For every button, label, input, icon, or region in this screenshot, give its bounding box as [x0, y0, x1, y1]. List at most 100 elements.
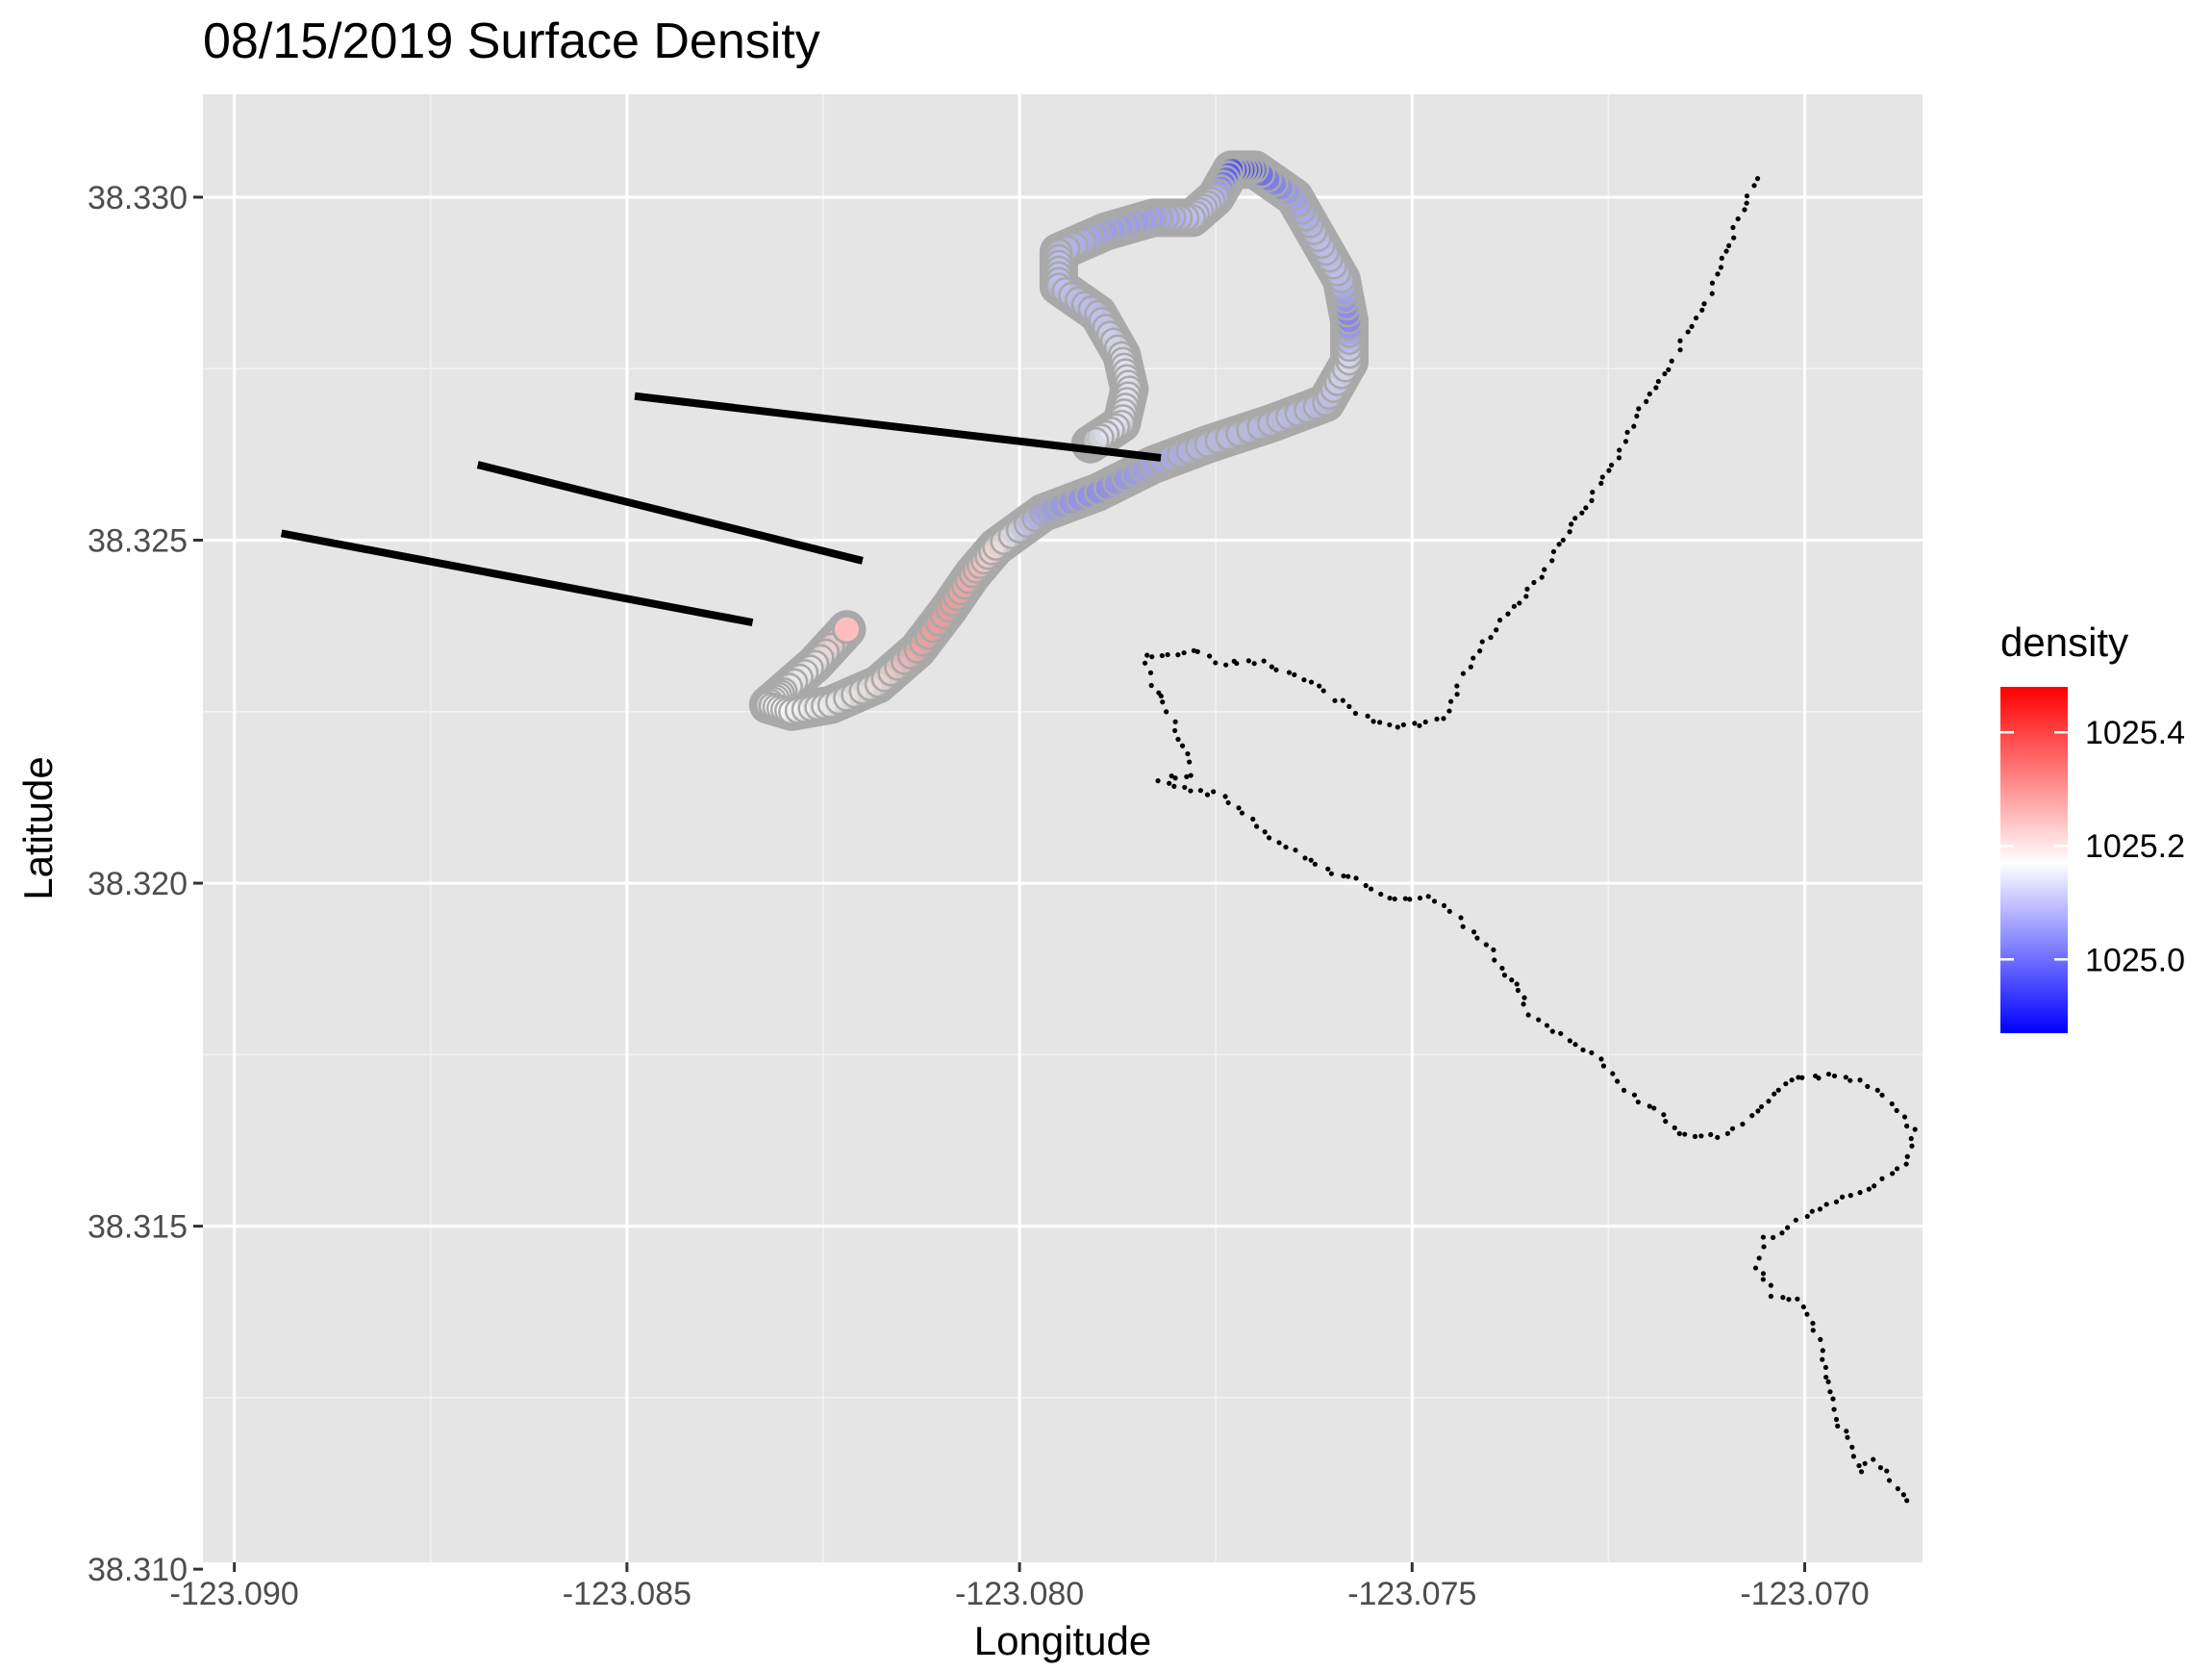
track-dot: [1820, 1348, 1825, 1354]
track-dot: [1325, 866, 1331, 872]
track-dot: [1550, 548, 1557, 555]
track-dot: [1194, 648, 1200, 654]
track-dot: [1823, 1374, 1829, 1380]
track-dot: [1894, 1166, 1900, 1172]
chart-title: 08/15/2019 Surface Density: [203, 13, 820, 69]
track-dot: [1636, 406, 1642, 412]
track-dot: [1730, 224, 1736, 231]
track-dot: [1164, 709, 1169, 715]
track-dot: [1144, 652, 1150, 658]
track-dot: [1850, 1454, 1856, 1459]
track-dot: [1877, 1465, 1884, 1471]
plot-panel: [203, 94, 1923, 1562]
track-dot: [1615, 1078, 1621, 1084]
track-dot: [1441, 902, 1447, 908]
track-dot: [1317, 683, 1322, 689]
track-dot: [1392, 896, 1397, 902]
track-dot: [1447, 698, 1454, 704]
track-dot: [1598, 480, 1604, 486]
track-dot: [1499, 965, 1505, 972]
track-dot: [1726, 242, 1732, 248]
track-dot: [1407, 897, 1413, 902]
y-tick-label: 38.320: [88, 866, 188, 902]
track-dot: [1653, 385, 1659, 391]
track-point: [1236, 417, 1264, 444]
track-dot: [1786, 1297, 1792, 1303]
track-dot: [1387, 722, 1393, 728]
track-dot: [1431, 899, 1438, 904]
track-dot: [1262, 829, 1268, 835]
track-dot: [1191, 647, 1196, 653]
track-dot: [1772, 1091, 1777, 1097]
track-point: [1335, 334, 1364, 363]
track-dot: [1758, 1103, 1765, 1110]
track-dot: [1661, 1112, 1667, 1118]
track-dot: [1822, 1364, 1829, 1371]
track-dot: [1723, 248, 1729, 254]
track-dot: [1610, 1071, 1616, 1076]
legend-tick-label: 1025.4: [2085, 715, 2185, 751]
track-dot: [1709, 291, 1715, 296]
track-dot: [1159, 652, 1165, 659]
track-dot: [1796, 1075, 1801, 1080]
track-dot: [1908, 1135, 1914, 1142]
track-dot: [1719, 255, 1724, 261]
track-dot: [1222, 794, 1228, 799]
line-segment: [634, 392, 1162, 462]
track-dot: [1731, 235, 1737, 241]
x-tick-label: -123.085: [563, 1576, 691, 1612]
track-dot: [1729, 1126, 1736, 1131]
track-dot: [1402, 896, 1408, 901]
track-point: [1335, 347, 1364, 376]
track-dot: [1468, 664, 1473, 670]
track-dot: [1858, 1469, 1865, 1475]
line-segments: [280, 392, 1162, 627]
track-dot: [1912, 1127, 1918, 1132]
track-dot: [1501, 973, 1508, 978]
track-dot: [1470, 655, 1476, 661]
track-dot: [1709, 280, 1716, 286]
track-dot: [1308, 679, 1315, 685]
track-dot: [1810, 1328, 1816, 1333]
track-dot: [1804, 1213, 1810, 1220]
track-dot: [1631, 423, 1637, 429]
track-dot: [1795, 1296, 1800, 1302]
track-dot: [1754, 176, 1761, 182]
track-dot: [1172, 775, 1178, 781]
track-point: [1335, 341, 1364, 369]
track-dot: [1735, 215, 1741, 222]
track-dot: [1599, 474, 1605, 480]
track-dot: [1835, 1423, 1841, 1429]
track-dot: [1293, 848, 1298, 853]
legend-tick-label: 1025.2: [2085, 828, 2185, 865]
track-dot: [1589, 1050, 1595, 1055]
track-dot: [1879, 1176, 1885, 1181]
track-dot: [1635, 1099, 1641, 1105]
track-dot: [1901, 1114, 1908, 1120]
track-point: [1335, 320, 1364, 348]
track-dot: [1677, 338, 1683, 343]
track-dot: [1775, 1087, 1781, 1093]
track-dot: [1617, 447, 1622, 453]
track-dot: [1904, 1498, 1910, 1504]
track-dot: [1634, 413, 1640, 419]
track-dot: [1460, 924, 1466, 929]
track-dot: [1387, 895, 1393, 901]
track-dot: [1655, 378, 1661, 385]
track-dot: [1269, 664, 1274, 670]
track-dot: [1825, 1379, 1831, 1384]
track-dot: [1866, 1186, 1872, 1192]
track-dot: [1544, 1023, 1550, 1028]
track-dot: [1560, 537, 1566, 544]
track-dot: [1521, 995, 1527, 1000]
track-dot: [1549, 558, 1555, 564]
track-start-point: [831, 614, 862, 645]
track-point: [1204, 426, 1233, 455]
density-track: [748, 150, 1369, 731]
track-dot: [1377, 720, 1383, 725]
track-dot: [1848, 1193, 1853, 1199]
track-dot: [1531, 579, 1537, 586]
track-dot: [1749, 1113, 1755, 1119]
track-dot: [1793, 1217, 1798, 1223]
track-dot: [1857, 1077, 1863, 1083]
